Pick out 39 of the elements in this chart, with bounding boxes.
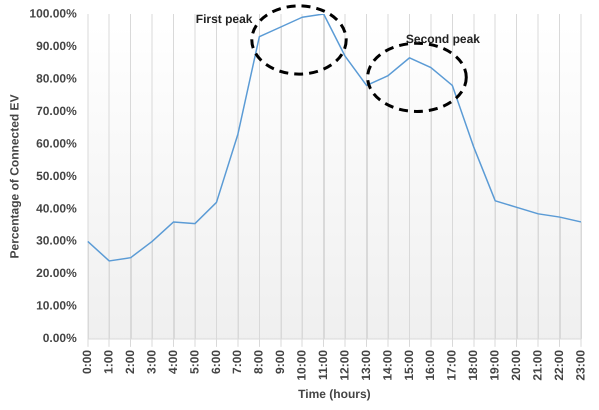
x-tick-label: 14:00 xyxy=(380,350,394,381)
x-tick-label: 5:00 xyxy=(187,350,202,374)
x-tick-label: 18:00 xyxy=(466,350,480,381)
y-tick-label: 30.00% xyxy=(36,234,78,248)
x-tick-label: 6:00 xyxy=(208,350,223,374)
annotation: Second peak xyxy=(406,32,480,46)
x-tick-label: 1:00 xyxy=(102,350,116,374)
x-tick-label: 19:00 xyxy=(488,350,502,381)
x-tick-label: 2:00 xyxy=(122,350,137,374)
y-tick-label: 50.00% xyxy=(36,168,78,183)
x-tick-label: 16:00 xyxy=(423,350,438,381)
x-tick-label: 15:00 xyxy=(402,350,416,381)
y-tick-label: 20.00% xyxy=(36,266,78,280)
x-tick-label: 4:00 xyxy=(166,350,180,374)
x-tick-label: 22:00 xyxy=(552,350,566,381)
y-tick-label: 100.00% xyxy=(29,6,78,20)
y-tick-label: 70.00% xyxy=(36,104,78,118)
x-tick-label: 12:00 xyxy=(337,350,352,381)
x-tick-label: 10:00 xyxy=(294,350,309,381)
y-tick-label: 0.00% xyxy=(42,331,78,346)
x-tick-label: 9:00 xyxy=(273,350,288,374)
x-tick-label: 23:00 xyxy=(573,350,588,381)
x-tick-label: 17:00 xyxy=(444,350,459,381)
y-tick-label: 40.00% xyxy=(36,201,78,216)
y-tick-label: 60.00% xyxy=(36,136,78,150)
x-tick-label: 20:00 xyxy=(508,350,523,381)
y-tick-label: 10.00% xyxy=(36,298,78,313)
y-tick-label: 90.00% xyxy=(36,38,78,53)
x-tick-label: 3:00 xyxy=(144,350,158,374)
y-axis-title: Percentage of Connected EV xyxy=(8,94,22,258)
x-tick-label: 0:00 xyxy=(80,350,94,374)
y-tick-label: 80.00% xyxy=(36,71,78,86)
x-tick-label: 8:00 xyxy=(252,350,266,374)
x-tick-label: 7:00 xyxy=(230,350,244,374)
x-tick-label: 11:00 xyxy=(316,350,330,380)
x-axis-title: Time (hours) xyxy=(298,387,371,402)
annotation: First peak xyxy=(196,12,252,26)
x-tick-label: 21:00 xyxy=(530,350,544,381)
x-tick-label: 13:00 xyxy=(358,350,373,381)
